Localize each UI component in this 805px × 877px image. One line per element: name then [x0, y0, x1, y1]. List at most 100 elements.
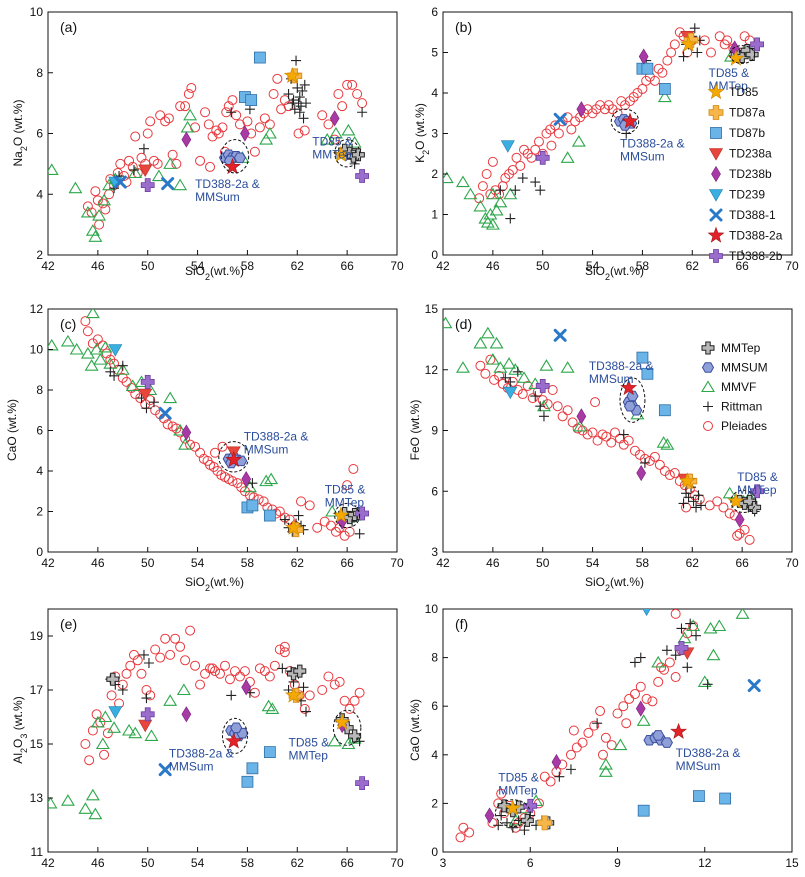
- legend-item-td85: TD85: [707, 83, 759, 100]
- x-tick-label: 54: [191, 259, 205, 273]
- point-td388-2b: [750, 484, 764, 499]
- point-pleiades: [227, 476, 238, 487]
- y-tick-label: 3: [431, 127, 438, 141]
- x-tick-label: 50: [141, 856, 155, 870]
- point-pleiades: [325, 520, 336, 531]
- point-td239: [108, 344, 123, 357]
- point-td388-2b: [523, 798, 538, 813]
- legend-item-td388-1: TD388-1: [709, 208, 776, 222]
- x-tick-label: 58: [241, 259, 255, 273]
- point-mmvf: [485, 187, 500, 200]
- point-pleiades: [217, 122, 228, 133]
- x-tick-label: 70: [785, 259, 799, 273]
- annotation-layer: TD388-2a &MMSum TD85 &MMTep: [589, 359, 778, 497]
- point-pleiades: [312, 522, 323, 533]
- point-pleiades: [234, 671, 245, 682]
- x-tick-label: 66: [340, 259, 354, 273]
- point-pleiades: [511, 152, 522, 163]
- point-pleiades: [606, 740, 617, 751]
- legend-item-td87a: TD87a: [708, 105, 765, 120]
- group-ellipse: [220, 139, 250, 174]
- point-pleiades: [100, 204, 111, 215]
- point-pleiades: [339, 695, 350, 706]
- point-mmvf: [89, 342, 104, 355]
- point-pleiades: [637, 83, 648, 94]
- x-tick-label: 50: [141, 556, 155, 570]
- point-mmvf: [60, 334, 75, 347]
- point-mmvf: [68, 181, 83, 194]
- point-mmtep: [106, 672, 120, 686]
- point-mmvf: [502, 357, 517, 369]
- point-td87b: [246, 762, 259, 775]
- tick-layer: 3 6 9 12 15 0 2 4 6 8 10: [425, 602, 799, 870]
- point-pleiades: [94, 219, 105, 230]
- point-mmvf: [183, 108, 198, 121]
- legend-item-td238a: TD238a: [708, 147, 772, 161]
- y-tick-label: 0: [431, 845, 438, 859]
- point-td87b: [641, 62, 654, 75]
- point-pleiades: [319, 516, 330, 527]
- point-mmvf: [69, 342, 84, 355]
- point-rittman: [293, 510, 304, 521]
- point-td87b: [719, 792, 732, 805]
- point-pleiades: [507, 164, 518, 175]
- point-td388-2b: [140, 707, 155, 722]
- point-rittman: [691, 630, 702, 641]
- point-pleiades: [610, 427, 621, 438]
- point-td238a: [138, 388, 153, 402]
- point-pleiades: [595, 706, 606, 717]
- point-td388-1: [553, 328, 567, 342]
- point-pleiades: [475, 360, 486, 371]
- point-rittman: [692, 47, 703, 58]
- marks-layer: [48, 51, 369, 242]
- y-tick-label: 6: [431, 484, 438, 498]
- point-pleiades: [567, 417, 578, 428]
- point-rittman: [538, 411, 549, 422]
- point-pleiades: [227, 95, 238, 106]
- point-pleiades: [550, 120, 561, 131]
- tick-layer: 42 46 50 54 58 62 66 70 3 6 9 12 15: [425, 302, 799, 570]
- point-mmtep: [348, 729, 362, 743]
- point-pleiades: [323, 671, 334, 682]
- point-mmvf: [93, 353, 108, 365]
- point-pleiades: [152, 158, 163, 169]
- y-tick-label: 3: [431, 545, 438, 559]
- point-mmvf: [128, 726, 143, 739]
- point-mmvf: [115, 363, 130, 375]
- point-rittman: [592, 718, 603, 729]
- point-pleiades: [279, 647, 290, 658]
- x-tick-label: 54: [586, 556, 600, 570]
- point-td238a: [138, 719, 153, 733]
- point-pleiades: [224, 674, 235, 685]
- legend-marker-td238b: [711, 165, 721, 183]
- point-td388-2b: [535, 379, 550, 393]
- y-tick-label: 8: [36, 383, 43, 397]
- point-td87b: [246, 499, 259, 512]
- point-mmvf: [677, 631, 692, 644]
- point-pleiades: [527, 393, 538, 404]
- point-mmvf: [463, 187, 478, 200]
- point-pleiades: [148, 155, 159, 166]
- point-mmvf: [657, 90, 672, 103]
- point-mmvf: [473, 199, 488, 212]
- x-tick-label: 70: [785, 556, 799, 570]
- point-rittman: [683, 492, 694, 503]
- point-mmvf: [489, 203, 504, 216]
- marks-layer: [443, 316, 764, 545]
- point-pleiades: [681, 502, 692, 513]
- point-mmtep: [497, 799, 511, 813]
- point-pleiades: [670, 609, 681, 619]
- point-pleiades: [190, 441, 201, 452]
- legend-label: TD87b: [729, 126, 765, 140]
- point-td85: [285, 518, 303, 535]
- point-mmvf: [493, 195, 508, 208]
- point-rittman: [493, 820, 504, 831]
- legend-marker-td85: [707, 83, 725, 100]
- point-mmvf: [485, 218, 500, 230]
- panel-label: (a): [60, 19, 77, 35]
- point-rittman: [297, 85, 308, 96]
- point-pleiades: [533, 136, 544, 147]
- point-rittman: [618, 429, 629, 440]
- point-pleiades: [572, 423, 583, 434]
